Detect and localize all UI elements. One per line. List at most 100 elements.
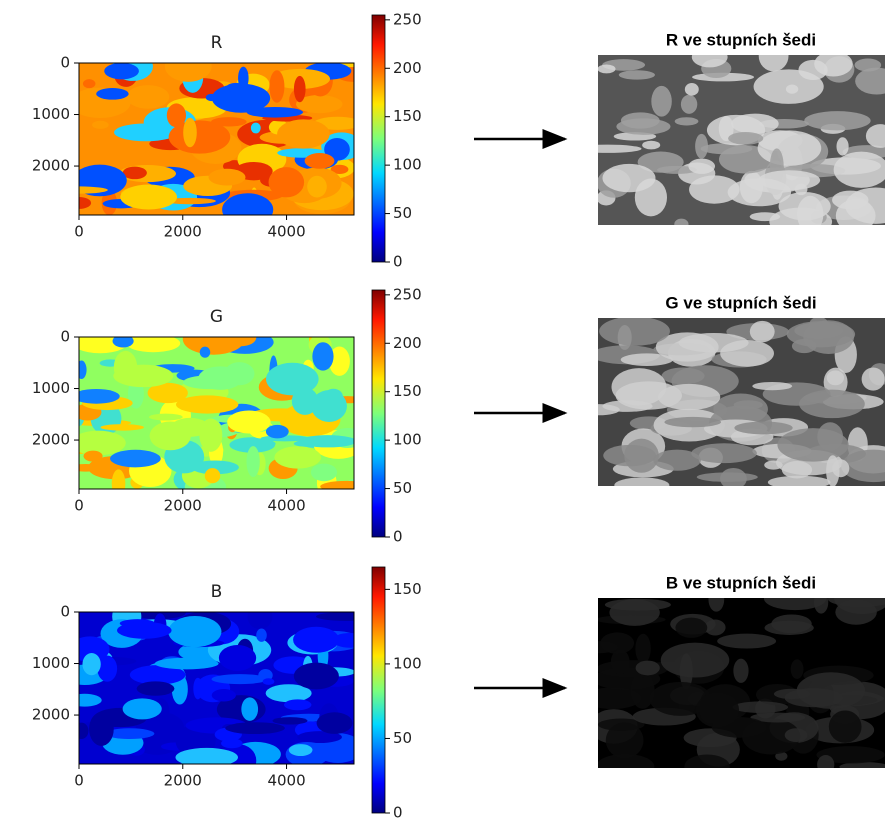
- image-region: [210, 117, 247, 127]
- image-region: [675, 617, 708, 638]
- image-region: [674, 218, 689, 225]
- x-tick-label: 4000: [267, 223, 305, 241]
- image-region: [82, 652, 101, 676]
- image-region: [79, 360, 87, 380]
- panel-title: B: [211, 582, 223, 602]
- image-region: [79, 388, 120, 404]
- y-tick-label: 0: [60, 603, 70, 621]
- image-region: [602, 163, 656, 193]
- image-region: [250, 122, 261, 134]
- image-region: [293, 626, 340, 653]
- image-region: [624, 438, 659, 473]
- image-region: [855, 67, 885, 95]
- image-region: [168, 615, 222, 648]
- image-region: [199, 346, 211, 358]
- x-tick-label: 0: [74, 497, 84, 515]
- colorbar: [371, 14, 386, 263]
- image-region: [79, 430, 126, 456]
- image-region: [734, 421, 793, 435]
- image-region: [651, 85, 672, 117]
- image-region: [695, 692, 740, 728]
- image-region: [163, 197, 216, 205]
- image-region: [688, 158, 716, 174]
- image-region: [211, 674, 269, 685]
- image-region: [164, 63, 212, 82]
- image-region: [817, 754, 835, 768]
- image-region: [324, 137, 350, 161]
- image-region: [823, 367, 848, 397]
- image-frame: [78, 62, 355, 216]
- image-region: [845, 187, 885, 224]
- colorbar-tick-label: 50: [393, 204, 412, 222]
- image-region: [841, 449, 885, 483]
- image-region: [316, 712, 353, 734]
- image-region: [284, 699, 312, 711]
- image-region: [689, 175, 740, 204]
- image-region: [758, 55, 789, 72]
- y-tick-label: 2000: [32, 431, 70, 449]
- x-tick-label: 4000: [267, 772, 305, 790]
- image-region: [635, 660, 660, 676]
- image-region: [728, 132, 764, 145]
- y-tick-label: 1000: [32, 105, 70, 123]
- image-region: [126, 85, 170, 109]
- image-region: [717, 633, 777, 649]
- grayscale-title: B ve stupních šedi: [666, 573, 816, 592]
- y-tick-label: 2000: [32, 706, 70, 724]
- image-region: [649, 681, 712, 716]
- image-region: [100, 424, 145, 431]
- image-region: [191, 460, 239, 475]
- image-region: [105, 728, 155, 740]
- image-region: [176, 395, 239, 414]
- image-region: [733, 658, 749, 683]
- x-tick-label: 2000: [164, 772, 202, 790]
- image-frame: [78, 336, 355, 490]
- image-region: [609, 599, 660, 626]
- x-tick-label: 2000: [164, 497, 202, 515]
- image-region: [149, 413, 183, 421]
- image-region: [298, 435, 354, 448]
- image-region: [111, 469, 126, 489]
- image-region: [136, 681, 175, 696]
- image-region: [226, 82, 246, 93]
- image-region: [832, 459, 850, 478]
- colorbar-tick-label: 150: [393, 580, 422, 598]
- image-region: [266, 362, 319, 396]
- image-region: [598, 144, 642, 153]
- image-region: [635, 633, 651, 664]
- image-region: [265, 684, 312, 703]
- image-region: [117, 621, 172, 639]
- image-region: [600, 632, 635, 654]
- colorbar-tick-label: 0: [393, 804, 403, 821]
- panel-title: R: [211, 33, 223, 53]
- y-tick-label: 2000: [32, 157, 70, 175]
- image-region: [615, 381, 682, 410]
- image-frame: [78, 611, 355, 765]
- image-region: [757, 130, 822, 166]
- image-region: [828, 710, 862, 743]
- image-region: [247, 612, 273, 630]
- image-region: [732, 701, 789, 713]
- image-region: [804, 111, 871, 131]
- image-region: [104, 63, 139, 80]
- image-region: [695, 133, 708, 159]
- image-region: [836, 137, 849, 156]
- image-region: [241, 697, 259, 721]
- colorbar-tick-label: 0: [393, 528, 403, 546]
- image-region: [211, 689, 236, 702]
- image-region: [691, 443, 757, 464]
- grayscale-title: G ve stupních šedi: [665, 293, 816, 312]
- image-region: [92, 120, 109, 129]
- image-region: [599, 318, 670, 346]
- image-region: [749, 320, 775, 343]
- image-region: [696, 472, 758, 482]
- image-region: [664, 416, 722, 428]
- image-region: [680, 94, 698, 114]
- colorbar: [371, 289, 386, 538]
- image-region: [642, 140, 661, 150]
- colorbar-tick-label: 50: [393, 729, 412, 747]
- image-region: [79, 722, 89, 740]
- image-region: [82, 79, 96, 89]
- grayscale-image: [598, 318, 885, 486]
- image-region: [79, 197, 92, 209]
